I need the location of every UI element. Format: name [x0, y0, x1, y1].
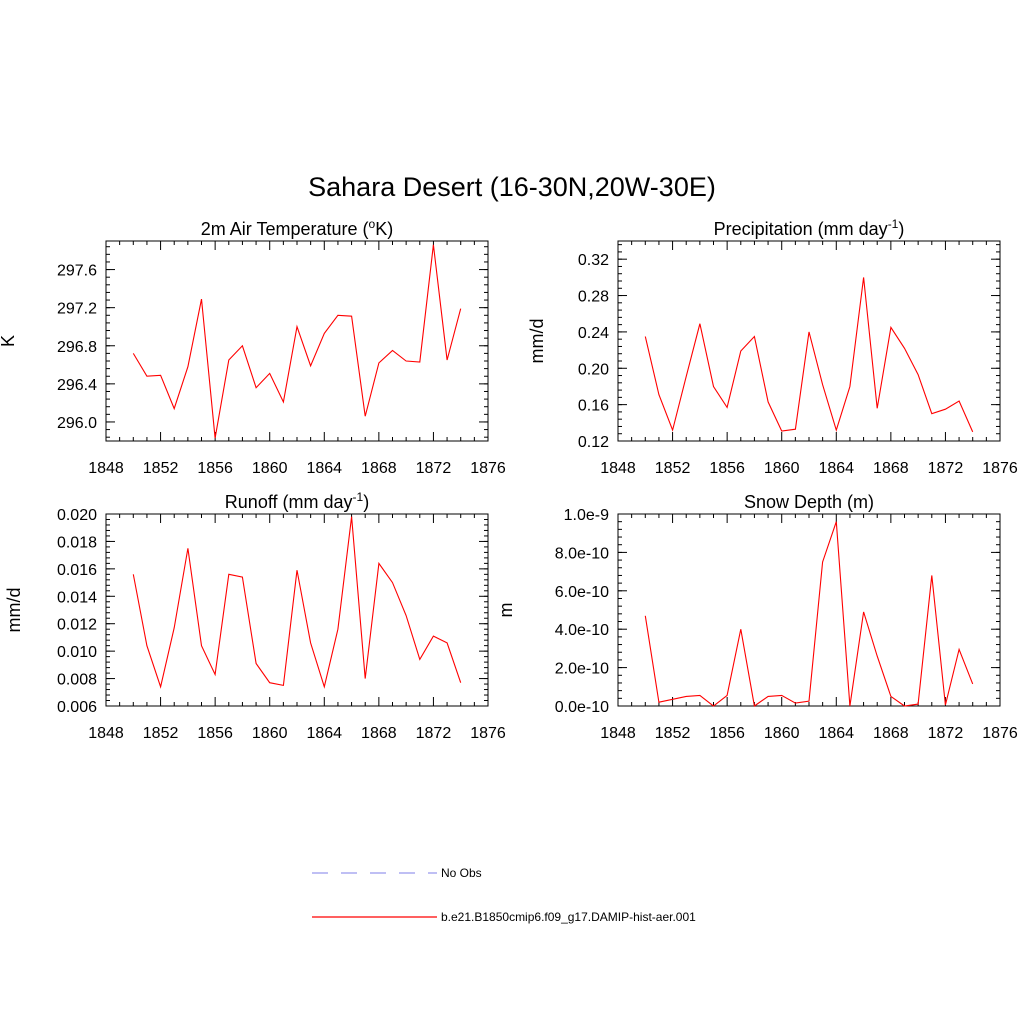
x-tick-label: 1864	[818, 460, 854, 477]
x-tick-label: 1864	[306, 725, 342, 742]
series-line	[644, 277, 974, 433]
panel-3: 1848 1852 1856 1860 1864 1868 1872 1876 0.006 0.0…	[4, 490, 506, 742]
y-tick-label: 296.0	[57, 415, 97, 432]
panel-title: 2m Air Temperature (oK)	[201, 217, 393, 239]
y-tick-label: 0.018	[57, 534, 97, 551]
y-axis-label: K	[0, 335, 18, 347]
y-tick-label: 296.4	[57, 377, 97, 394]
y-tick-label: 0.008	[57, 672, 97, 689]
y-tick-label: 297.6	[57, 263, 97, 280]
x-tick-label: 1852	[143, 725, 179, 742]
y-tick-label: 297.2	[57, 301, 97, 318]
x-tick-label: 1868	[873, 725, 909, 742]
y-tick-label: 1.0e-9	[564, 507, 609, 524]
y-tick-label: 296.8	[57, 339, 97, 356]
y-tick-label: 0.006	[57, 699, 97, 716]
legend-label-no-obs: No Obs	[441, 866, 482, 880]
x-tick-label: 1856	[709, 460, 745, 477]
x-tick-label: 1852	[655, 460, 691, 477]
series-line	[644, 521, 974, 707]
x-tick-label: 1876	[982, 725, 1018, 742]
x-tick-label: 1872	[928, 460, 964, 477]
y-tick-label: 6.0e-10	[555, 584, 609, 601]
x-tick-label: 1876	[470, 725, 506, 742]
y-tick-label: 0.24	[578, 325, 609, 342]
y-tick-label: 0.12	[578, 434, 609, 451]
y-tick-label: 0.0e-10	[555, 699, 609, 716]
x-tick-label: 1848	[600, 460, 636, 477]
plot-frame	[617, 240, 1001, 442]
x-tick-label: 1852	[143, 460, 179, 477]
x-tick-label: 1856	[709, 725, 745, 742]
x-tick-label: 1856	[197, 725, 233, 742]
x-tick-label: 1872	[416, 460, 452, 477]
y-tick-label: 0.32	[578, 252, 609, 269]
y-tick-label: 4.0e-10	[555, 622, 609, 639]
y-tick-label: 2.0e-10	[555, 661, 609, 678]
x-tick-label: 1860	[764, 460, 800, 477]
y-tick-label: 0.014	[57, 589, 97, 606]
y-axis-label: mm/d	[4, 588, 24, 633]
y-tick-label: 0.010	[57, 644, 97, 661]
y-tick-label: 0.012	[57, 617, 97, 634]
x-tick-label: 1864	[818, 725, 854, 742]
y-tick-label: 8.0e-10	[555, 545, 609, 562]
x-tick-label: 1852	[655, 725, 691, 742]
series-line	[132, 244, 462, 439]
panel-title: Runoff (mm day-1)	[225, 490, 369, 512]
x-tick-label: 1860	[252, 460, 288, 477]
y-tick-label: 0.28	[578, 289, 609, 306]
x-tick-label: 1848	[88, 460, 124, 477]
x-tick-label: 1856	[197, 460, 233, 477]
y-tick-label: 0.020	[57, 507, 97, 524]
x-tick-label: 1860	[764, 725, 800, 742]
x-tick-label: 1848	[600, 725, 636, 742]
x-tick-label: 1868	[873, 460, 909, 477]
panels: 1848 1852 1856 1860 1864 1868 1872 1876 296.0 296…	[0, 217, 1018, 742]
y-axis-label: mm/d	[527, 319, 547, 364]
y-tick-label: 0.16	[578, 398, 609, 415]
panel-title: Precipitation (mm day-1)	[714, 217, 905, 239]
y-tick-label: 0.016	[57, 562, 97, 579]
legend: No Obs b.e21.B1850cmip6.f09_g17.DAMIP-hi…	[312, 866, 696, 924]
y-axis-label: m	[496, 603, 516, 618]
panel-1: 1848 1852 1856 1860 1864 1868 1872 1876 296.0 296…	[0, 217, 506, 477]
panel-4: 1848 1852 1856 1860 1864 1868 1872 1876 0.0e-10 2…	[496, 492, 1018, 742]
x-tick-label: 1868	[361, 725, 397, 742]
x-tick-label: 1860	[252, 725, 288, 742]
legend-label-model: b.e21.B1850cmip6.f09_g17.DAMIP-hist-aer.…	[441, 910, 696, 924]
y-tick-label: 0.20	[578, 361, 609, 378]
x-tick-label: 1868	[361, 460, 397, 477]
figure-title: Sahara Desert (16-30N,20W-30E)	[308, 172, 716, 202]
series-line	[132, 516, 462, 689]
x-tick-label: 1864	[306, 460, 342, 477]
x-tick-label: 1876	[470, 460, 506, 477]
panel-title: Snow Depth (m)	[744, 492, 874, 512]
panel-2: 1848 1852 1856 1860 1864 1868 1872 1876 0.12 0.16…	[527, 217, 1018, 477]
x-tick-label: 1872	[416, 725, 452, 742]
x-tick-label: 1848	[88, 725, 124, 742]
x-tick-label: 1872	[928, 725, 964, 742]
x-tick-label: 1876	[982, 460, 1018, 477]
